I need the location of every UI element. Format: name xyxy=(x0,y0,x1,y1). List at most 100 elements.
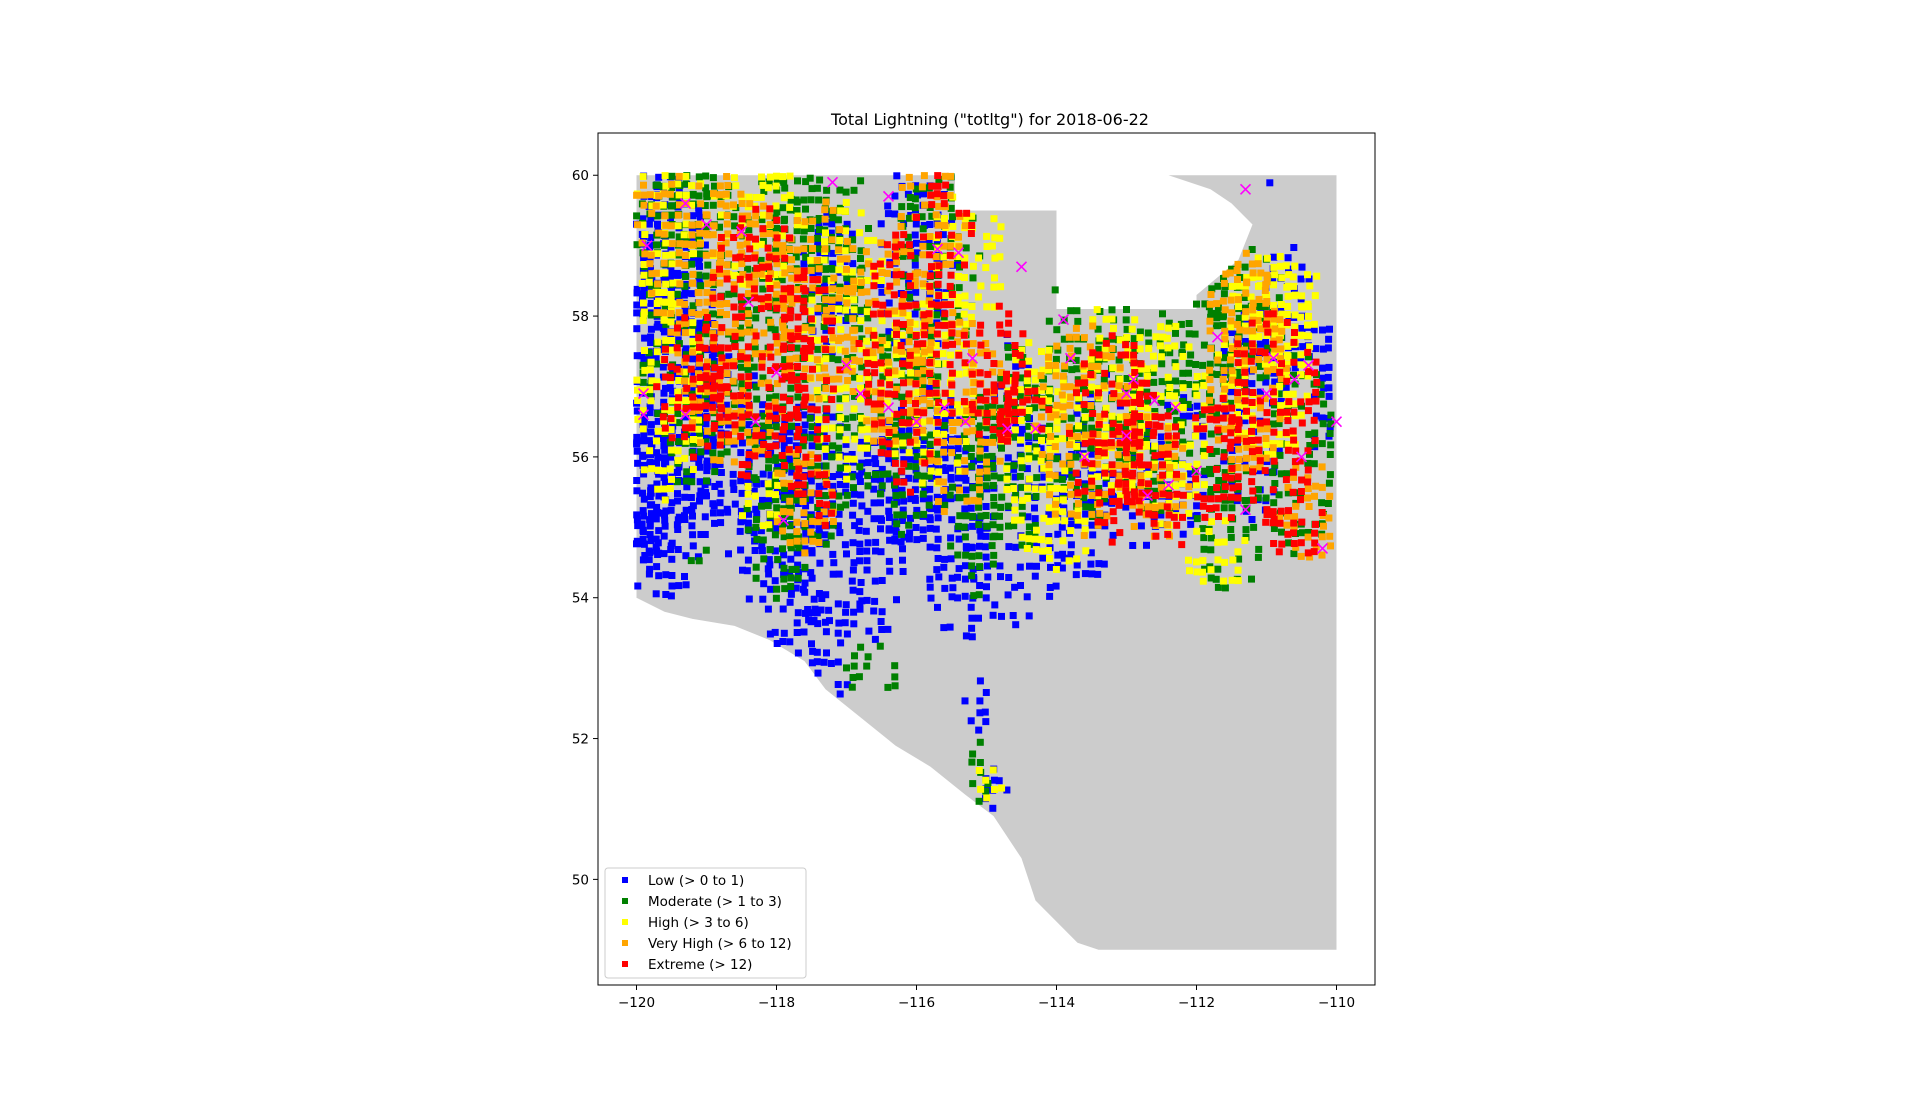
lightning-marker-high xyxy=(682,437,690,445)
lightning-marker-high xyxy=(1081,517,1089,525)
lightning-marker-high xyxy=(653,348,661,356)
lightning-marker-low xyxy=(871,577,879,585)
lightning-marker-very-high xyxy=(1080,532,1088,539)
lightning-marker-high xyxy=(1270,281,1277,289)
lightning-marker-moderate xyxy=(1318,499,1326,507)
lightning-marker-moderate xyxy=(1158,378,1166,386)
lightning-marker-low xyxy=(711,483,719,490)
lightning-marker-low xyxy=(1241,417,1249,425)
lightning-marker-high xyxy=(856,229,864,237)
lightning-marker-very-high xyxy=(1234,335,1242,343)
lightning-marker-high xyxy=(935,468,943,476)
lightning-marker-low xyxy=(855,526,863,534)
lightning-marker-high xyxy=(1044,547,1052,554)
lightning-marker-moderate xyxy=(1072,356,1080,364)
lightning-marker-high xyxy=(1297,411,1305,419)
lightning-marker-low xyxy=(1087,549,1095,557)
lightning-marker-low xyxy=(1005,574,1013,581)
lightning-marker-high xyxy=(1304,300,1312,308)
lightning-marker-high xyxy=(1200,452,1208,460)
lightning-marker-extreme xyxy=(807,342,815,350)
lightning-marker-very-high xyxy=(725,328,733,336)
lightning-marker-moderate xyxy=(982,787,990,795)
lightning-marker-very-high xyxy=(1243,327,1251,335)
lightning-marker-moderate xyxy=(927,322,935,330)
lightning-marker-low xyxy=(697,531,705,538)
lightning-marker-high xyxy=(689,466,697,473)
lightning-marker-very-high xyxy=(746,200,754,208)
lightning-marker-high xyxy=(1310,320,1318,328)
lightning-marker-low xyxy=(1067,520,1075,528)
lightning-marker-low xyxy=(1193,402,1201,410)
lightning-marker-very-high xyxy=(779,527,787,535)
lightning-marker-very-high xyxy=(809,537,817,545)
lightning-marker-moderate xyxy=(1299,529,1306,537)
lightning-marker-extreme xyxy=(772,404,780,412)
lightning-marker-moderate xyxy=(745,226,753,234)
lightning-marker-very-high xyxy=(793,267,801,275)
lightning-marker-very-high xyxy=(809,517,817,525)
lightning-marker-low xyxy=(736,527,744,535)
lightning-marker-low xyxy=(877,499,884,507)
lightning-marker-very-high xyxy=(970,496,978,504)
lightning-marker-moderate xyxy=(814,234,821,242)
lightning-marker-very-high xyxy=(750,271,758,279)
lightning-marker-low xyxy=(757,527,765,535)
lightning-marker-high xyxy=(1039,485,1047,493)
lightning-marker-low xyxy=(1256,388,1264,396)
lightning-marker-very-high xyxy=(718,358,726,365)
lightning-marker-low xyxy=(723,505,731,513)
lightning-marker-low xyxy=(758,450,766,458)
lightning-marker-low xyxy=(652,535,660,543)
lightning-marker-moderate xyxy=(954,454,962,461)
lightning-marker-very-high xyxy=(723,300,731,307)
lightning-marker-moderate xyxy=(753,535,761,543)
lightning-marker-very-high xyxy=(1107,353,1115,361)
lightning-marker-moderate xyxy=(773,208,781,216)
lightning-marker-low xyxy=(834,629,842,637)
lightning-marker-very-high xyxy=(1226,269,1234,277)
lightning-marker-very-high xyxy=(1157,484,1165,492)
lightning-marker-very-high xyxy=(1263,367,1271,375)
lightning-marker-very-high xyxy=(906,357,914,364)
lightning-marker-high xyxy=(674,222,682,230)
lightning-marker-high xyxy=(1207,566,1215,574)
lightning-marker-extreme xyxy=(745,382,752,389)
lightning-marker-low xyxy=(962,562,969,570)
lightning-marker-high xyxy=(1255,273,1263,281)
lightning-marker-moderate xyxy=(633,212,641,220)
lightning-marker-very-high xyxy=(1081,431,1089,439)
lightning-marker-high xyxy=(1282,262,1290,270)
lightning-marker-moderate xyxy=(1144,429,1152,436)
lightning-marker-very-high xyxy=(772,240,780,248)
lightning-marker-low xyxy=(788,468,796,476)
lightning-marker-low xyxy=(842,481,850,489)
lightning-marker-extreme xyxy=(737,353,745,361)
lightning-marker-moderate xyxy=(1095,485,1103,492)
lightning-marker-very-high xyxy=(886,416,894,424)
lightning-marker-very-high xyxy=(709,249,717,257)
lightning-marker-low xyxy=(654,539,662,547)
lightning-marker-low xyxy=(1248,516,1256,523)
lightning-marker-low xyxy=(830,559,838,567)
lightning-marker-moderate xyxy=(1290,550,1298,558)
lightning-marker-low xyxy=(850,490,858,498)
lightning-marker-very-high xyxy=(722,202,730,210)
lightning-marker-low xyxy=(813,658,821,666)
lightning-marker-low xyxy=(800,628,808,636)
lightning-marker-very-high xyxy=(1276,415,1284,423)
lightning-marker-moderate xyxy=(1290,371,1297,379)
lightning-marker-very-high xyxy=(1262,454,1270,462)
lightning-marker-very-high xyxy=(717,399,725,407)
lightning-marker-moderate xyxy=(886,334,894,342)
lightning-marker-low xyxy=(701,241,709,249)
lightning-marker-high xyxy=(961,215,969,223)
lightning-marker-low xyxy=(647,325,655,333)
lightning-marker-low xyxy=(646,460,654,468)
lightning-marker-low xyxy=(751,547,759,554)
lightning-marker-high xyxy=(1275,430,1283,438)
lightning-marker-low xyxy=(674,490,681,498)
lightning-marker-moderate xyxy=(1241,263,1249,271)
lightning-marker-high xyxy=(752,242,759,250)
lightning-marker-extreme xyxy=(764,450,772,458)
